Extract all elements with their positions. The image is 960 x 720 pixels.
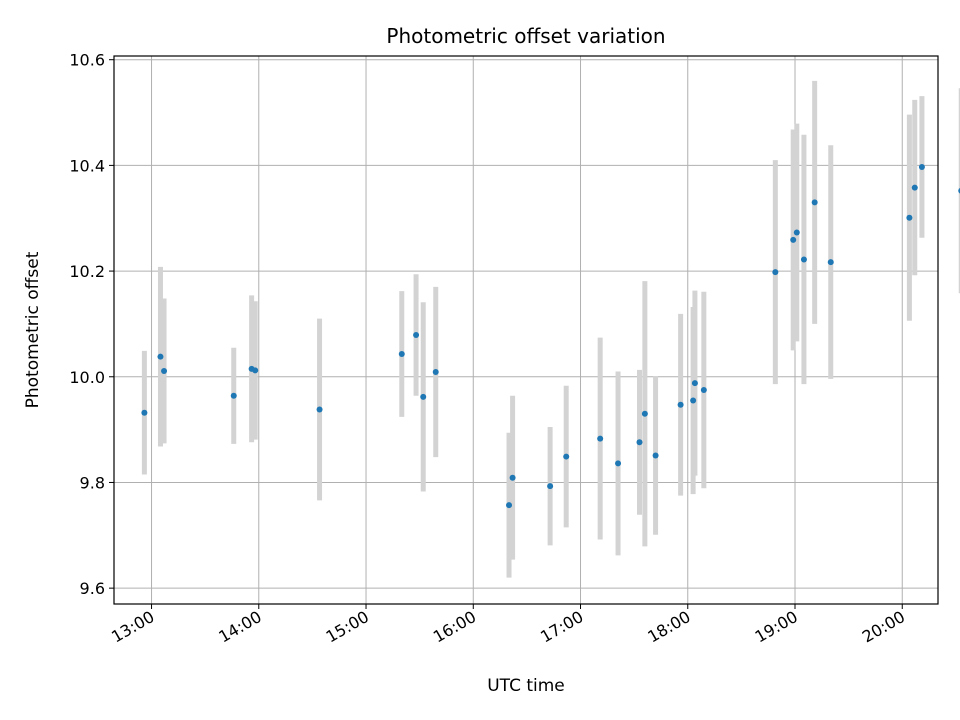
data-point: [918, 163, 925, 170]
data-point: [398, 351, 405, 358]
data-point: [652, 452, 659, 459]
data-point: [700, 386, 707, 393]
data-point: [827, 259, 834, 266]
data-point: [800, 256, 807, 263]
data-point: [161, 367, 168, 374]
data-point: [157, 353, 164, 360]
chart-title: Photometric offset variation: [386, 24, 665, 48]
x-axis-label: UTC time: [487, 676, 565, 696]
data-point: [597, 435, 604, 442]
y-tick-label: 9.6: [80, 579, 105, 598]
data-point: [793, 229, 800, 236]
data-point: [563, 453, 570, 460]
data-points: [141, 163, 960, 509]
data-point: [252, 367, 259, 374]
data-point: [413, 332, 420, 339]
data-point: [316, 406, 323, 413]
y-tick-label: 10.0: [69, 368, 105, 387]
y-tick-label: 10.4: [69, 156, 105, 175]
data-point: [636, 439, 643, 446]
data-point: [691, 380, 698, 387]
data-point: [641, 410, 648, 417]
data-point: [790, 236, 797, 243]
data-point: [432, 369, 439, 376]
data-point: [906, 214, 913, 221]
data-point: [506, 502, 513, 509]
data-point: [677, 401, 684, 408]
data-point: [547, 483, 554, 490]
y-axis-label: Photometric offset: [23, 251, 43, 408]
y-tick-label: 9.8: [80, 473, 105, 492]
data-point: [690, 397, 697, 404]
y-tick-label: 10.2: [69, 262, 105, 281]
data-point: [230, 392, 237, 399]
data-point: [141, 409, 148, 416]
plot-frame: [113, 55, 939, 605]
data-point: [911, 184, 918, 191]
data-point: [420, 393, 427, 400]
y-tick-label: 10.6: [69, 51, 105, 70]
data-point: [772, 269, 779, 276]
data-point: [615, 460, 622, 467]
data-point: [811, 199, 818, 206]
data-point: [509, 474, 516, 481]
